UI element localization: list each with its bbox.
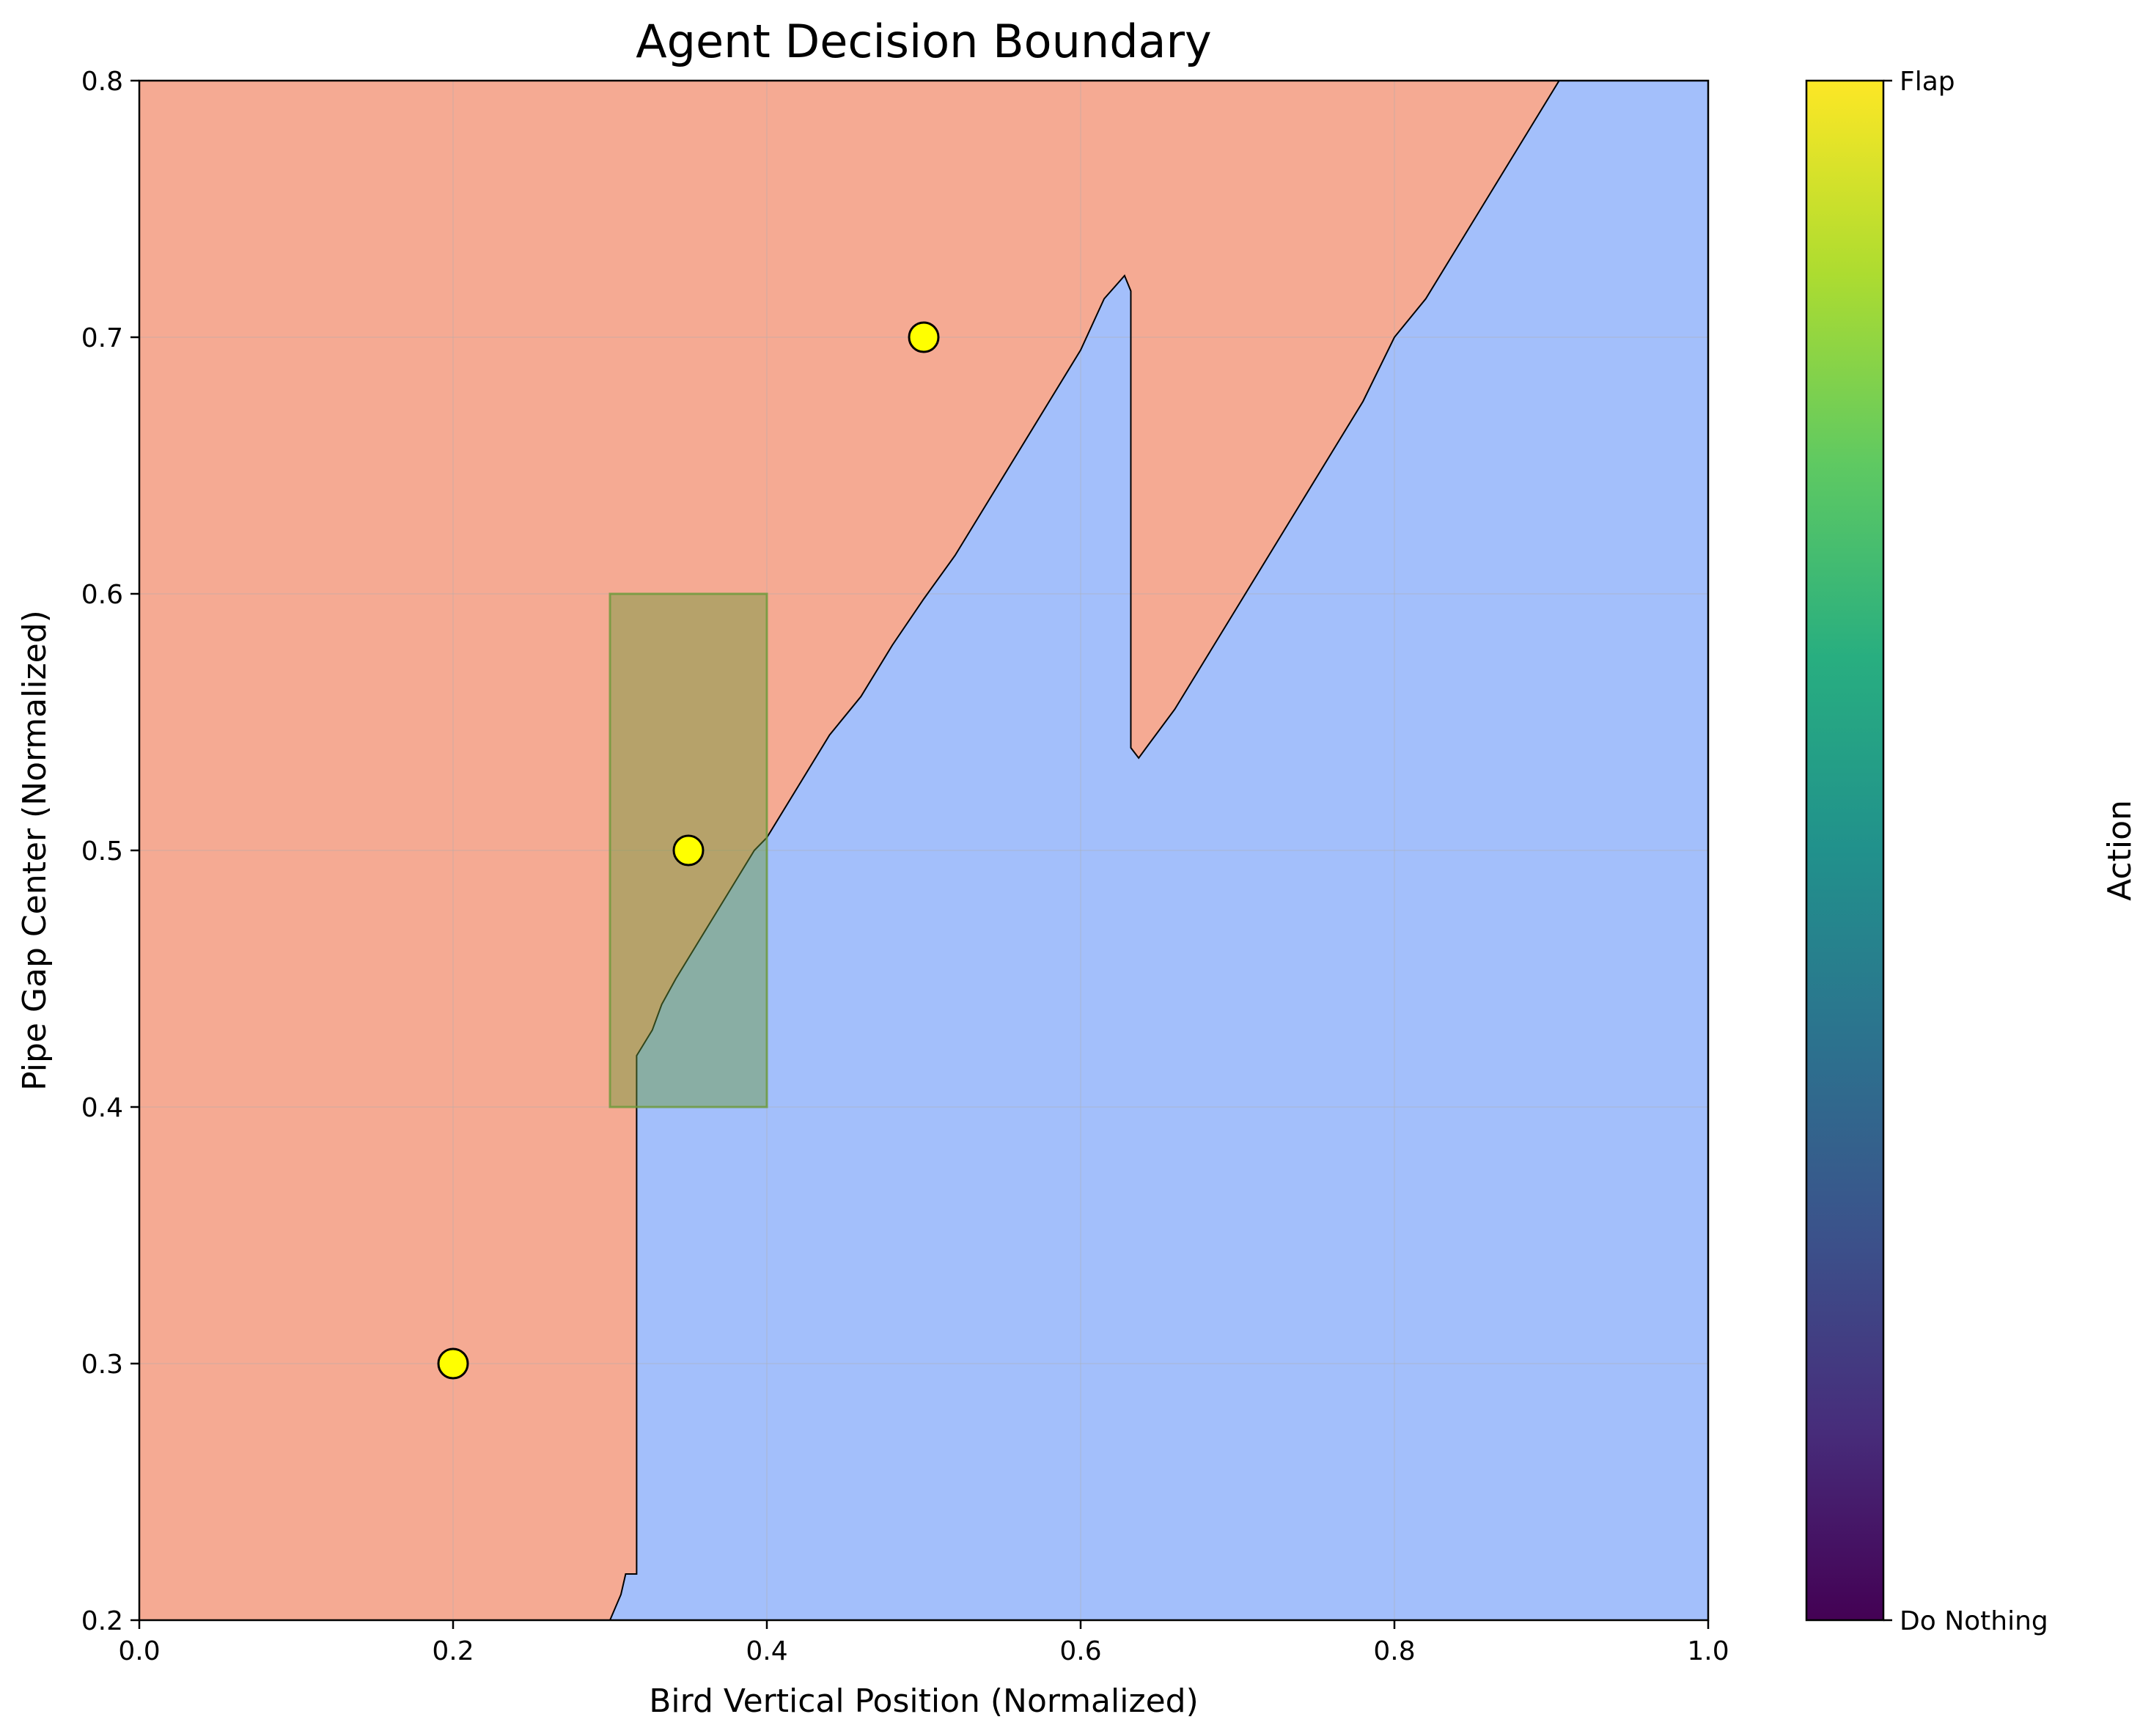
x-tick-label: 0.6 bbox=[1059, 1636, 1101, 1666]
colorbar bbox=[1805, 79, 1885, 1622]
x-tick-label: 0.2 bbox=[432, 1636, 474, 1666]
y-tick-label: 0.5 bbox=[81, 836, 123, 867]
y-axis-label: Pipe Gap Center (Normalized) bbox=[16, 610, 54, 1091]
do-nothing-region bbox=[610, 81, 1708, 1620]
data-point bbox=[908, 321, 940, 353]
y-tick-label: 0.7 bbox=[81, 323, 123, 353]
colorbar-tick-label: Flap bbox=[1900, 67, 1955, 97]
data-point bbox=[437, 1347, 469, 1380]
y-axis-ticks: 0.2 0.3 0.4 0.5 0.6 0.7 0.8 bbox=[81, 67, 139, 1636]
plot-area bbox=[139, 81, 1708, 1620]
x-tick-label: 0.8 bbox=[1373, 1636, 1415, 1666]
y-tick-label: 0.8 bbox=[81, 67, 123, 97]
x-tick-label: 0.0 bbox=[118, 1636, 160, 1666]
decision-boundary-line bbox=[609, 81, 1560, 1620]
x-axis-ticks: 0.0 0.2 0.4 0.6 0.8 1.0 bbox=[118, 1620, 1729, 1666]
y-tick-label: 0.2 bbox=[81, 1606, 123, 1636]
x-tick-label: 0.4 bbox=[746, 1636, 787, 1666]
y-tick-label: 0.6 bbox=[81, 580, 123, 610]
colorbar-ticks: Do Nothing Flap bbox=[1883, 67, 2048, 1636]
x-axis-label: Bird Vertical Position (Normalized) bbox=[649, 1682, 1198, 1720]
y-tick-label: 0.4 bbox=[81, 1093, 123, 1123]
y-tick-label: 0.3 bbox=[81, 1350, 123, 1380]
colorbar-tick-label: Do Nothing bbox=[1900, 1606, 2048, 1636]
x-tick-label: 1.0 bbox=[1687, 1636, 1729, 1666]
colorbar-label: Action bbox=[2101, 800, 2139, 901]
data-point bbox=[672, 834, 705, 867]
data-points bbox=[437, 321, 940, 1380]
chart-title: Agent Decision Boundary bbox=[636, 15, 1211, 68]
